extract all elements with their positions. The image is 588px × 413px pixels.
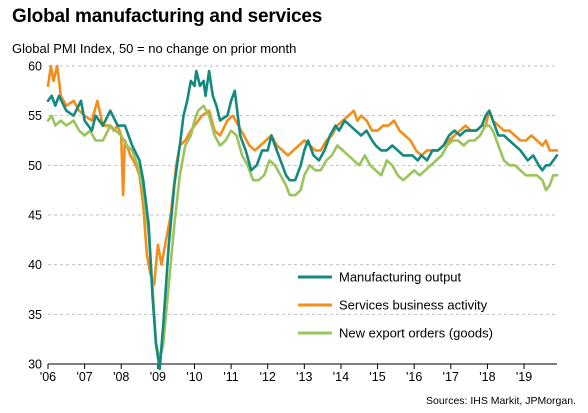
y-tick-label: 60 — [28, 60, 42, 74]
x-tick-label: '11 — [223, 370, 238, 384]
x-tick-label: '06 — [40, 370, 56, 384]
legend-label: Services business activity — [339, 298, 488, 313]
chart-subtitle: Global PMI Index, 50 = no change on prio… — [12, 41, 297, 56]
legend-label: New export orders (goods) — [339, 326, 493, 341]
x-tick-label: '18 — [479, 370, 495, 384]
y-tick-label: 45 — [28, 209, 42, 223]
y-tick-label: 35 — [28, 308, 42, 322]
x-tick-label: '09 — [150, 370, 166, 384]
x-tick-label: '19 — [516, 370, 532, 384]
series-line-manufacturing-output — [46, 69, 559, 371]
y-tick-label: 30 — [28, 358, 42, 372]
x-tick-label: '13 — [296, 370, 312, 384]
source-note: Sources: IHS Markit, JPMorgan. — [426, 395, 576, 407]
legend: Manufacturing output Services business ac… — [298, 270, 493, 341]
y-axis-ticks: 30 35 40 45 50 55 60 — [28, 60, 42, 372]
y-tick-label: 50 — [28, 159, 42, 173]
x-axis: '06 '07 '08 '09 '10 '11 '12 '13 '14 '15 '16 '17 '18 '… — [40, 363, 557, 384]
chart-title: Global manufacturing and services — [12, 6, 323, 27]
y-tick-label: 40 — [28, 258, 42, 272]
x-tick-label: '16 — [406, 370, 422, 384]
x-tick-label: '12 — [260, 370, 276, 384]
x-tick-label: '08 — [113, 370, 129, 384]
gridlines — [48, 65, 557, 315]
x-tick-label: '07 — [76, 370, 92, 384]
legend-label: Manufacturing output — [339, 270, 462, 285]
x-tick-label: '17 — [443, 370, 459, 384]
series-lines — [46, 64, 559, 371]
series-line-new-export-orders-goods — [46, 104, 559, 361]
x-tick-label: '14 — [333, 370, 349, 384]
series-line-services-business-activity — [46, 64, 559, 286]
y-tick-label: 55 — [28, 109, 42, 123]
x-tick-label: '15 — [369, 370, 385, 384]
x-tick-label: '10 — [186, 370, 202, 384]
